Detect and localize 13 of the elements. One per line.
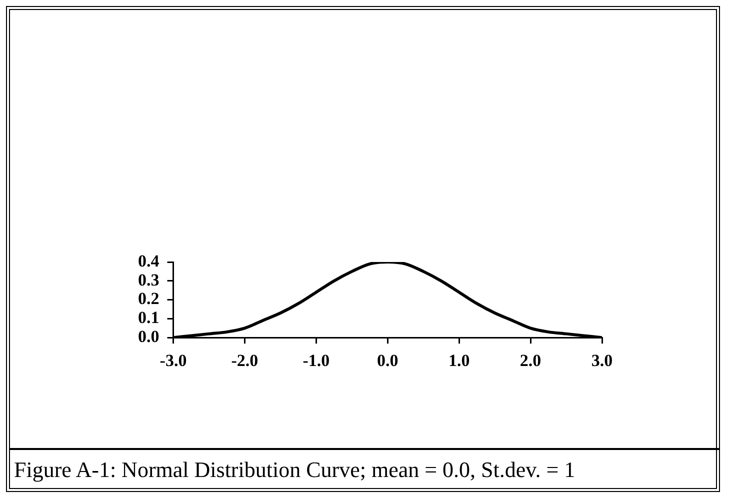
x-tick-label: 0.0 — [377, 351, 398, 370]
y-tick-label: 0.1 — [138, 308, 160, 328]
x-tick-label: -1.0 — [302, 351, 330, 370]
y-tick-label: 0.4 — [138, 251, 160, 270]
x-tick-label: 3.0 — [591, 351, 613, 370]
text: Figure A-1: Normal Distribution Curve; mean = 0.0, St.dev. = 1 — [10, 448, 720, 490]
x-tick-label: 2.0 — [520, 351, 542, 370]
x-tick-label: -3.0 — [160, 351, 187, 370]
x-tick-label: -2.0 — [231, 351, 258, 370]
y-tick-label: 0.0 — [138, 326, 160, 346]
y-tick-label: 0.3 — [138, 270, 160, 290]
y-tick-label: 0.2 — [138, 289, 160, 308]
x-tick-label: 1.0 — [448, 351, 470, 370]
